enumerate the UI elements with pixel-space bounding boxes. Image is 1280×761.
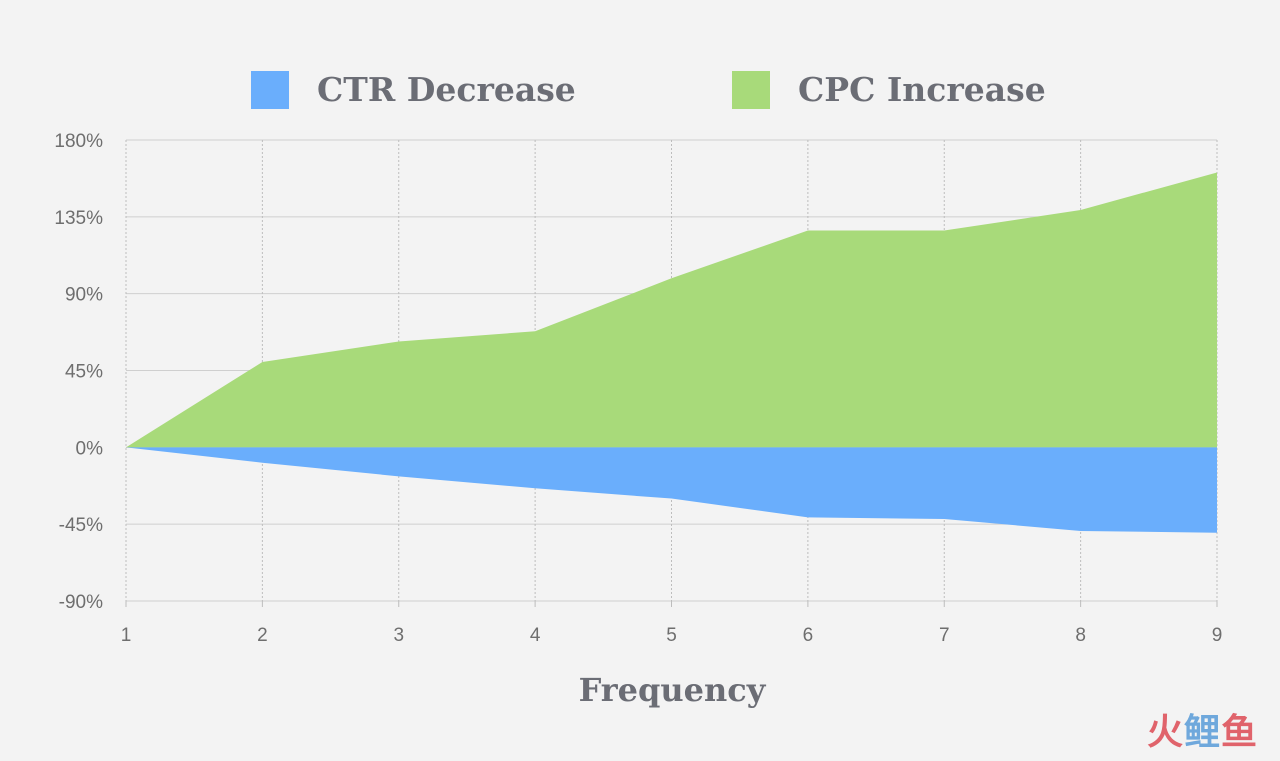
x-tick-label: 3	[393, 625, 404, 646]
y-tick-label: 90%	[65, 285, 103, 306]
x-tick-label: 4	[530, 625, 541, 646]
x-tick-label: 5	[666, 625, 677, 646]
x-tick-label: 9	[1212, 625, 1223, 646]
legend-label-cpc-increase: CPC Increase	[798, 70, 1046, 109]
y-tick-label: 135%	[54, 208, 103, 229]
legend: CTR Decrease CPC Increase	[0, 68, 1280, 112]
y-tick-label: -90%	[59, 592, 103, 613]
legend-swatch-cpc-increase	[732, 71, 770, 109]
area-ctr-decrease	[126, 447, 1217, 533]
y-tick-label: 0%	[76, 438, 104, 459]
watermark-char-3: 鱼	[1220, 712, 1258, 753]
watermark-char-2: 鲤	[1183, 712, 1221, 753]
x-axis-title: Frequency	[578, 671, 766, 709]
legend-swatch-ctr-decrease	[251, 71, 289, 109]
y-tick-label: -45%	[59, 515, 103, 536]
x-tick-label: 1	[121, 625, 132, 646]
area-cpc-increase	[126, 172, 1217, 448]
x-tick-label: 2	[257, 625, 268, 646]
x-tick-label: 7	[939, 625, 950, 646]
watermark-char-1: 火	[1146, 712, 1184, 753]
watermark: 火鲤鱼	[1147, 711, 1258, 755]
x-tick-label: 8	[1075, 625, 1086, 646]
y-tick-label: 180%	[54, 131, 103, 152]
x-tick-label: 6	[803, 625, 814, 646]
y-tick-label: 45%	[65, 362, 103, 383]
legend-label-ctr-decrease: CTR Decrease	[317, 70, 576, 109]
